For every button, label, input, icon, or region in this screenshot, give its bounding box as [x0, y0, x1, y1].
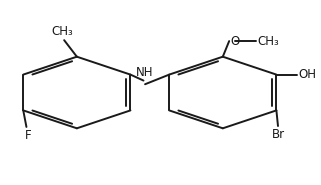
Text: NH: NH	[136, 66, 154, 79]
Text: F: F	[25, 129, 31, 142]
Text: CH₃: CH₃	[257, 35, 279, 48]
Text: O: O	[231, 35, 240, 48]
Text: Br: Br	[272, 128, 285, 141]
Text: CH₃: CH₃	[52, 25, 74, 38]
Text: OH: OH	[298, 68, 316, 81]
